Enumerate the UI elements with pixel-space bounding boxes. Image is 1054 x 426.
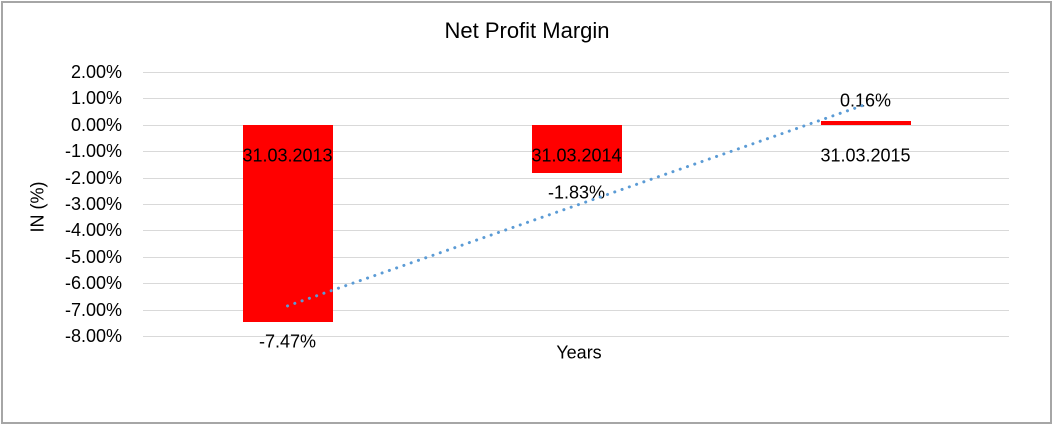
value-label: -1.83% bbox=[547, 182, 606, 203]
y-tick-label: -6.00% bbox=[64, 273, 122, 294]
y-tick-label: -8.00% bbox=[64, 326, 122, 346]
y-tick-label: -3.00% bbox=[64, 194, 122, 214]
value-label: 0.16% bbox=[839, 90, 892, 111]
chart-title: Net Profit Margin bbox=[444, 18, 610, 43]
gridline bbox=[143, 309, 1009, 311]
y-tick-label: -1.00% bbox=[64, 141, 122, 162]
gridline bbox=[143, 98, 1009, 100]
y-tick-label: -5.00% bbox=[64, 246, 122, 267]
gridline bbox=[143, 72, 1009, 73]
x-axis-title: Years bbox=[556, 342, 602, 363]
category-label: 31.03.2013 bbox=[242, 145, 333, 166]
y-tick-label: -4.00% bbox=[64, 220, 122, 241]
category-label: 31.03.2015 bbox=[820, 145, 911, 166]
y-tick-label: -7.00% bbox=[64, 299, 122, 320]
y-tick-label: 1.00% bbox=[70, 88, 122, 109]
gridline bbox=[143, 336, 1009, 337]
bar bbox=[820, 120, 911, 125]
y-tick-label: -2.00% bbox=[64, 167, 122, 188]
value-label: -7.47% bbox=[258, 331, 317, 352]
y-tick-label: 0.00% bbox=[70, 114, 122, 135]
category-label: 31.03.2014 bbox=[531, 145, 622, 166]
y-tick-label: 2.00% bbox=[70, 62, 122, 82]
